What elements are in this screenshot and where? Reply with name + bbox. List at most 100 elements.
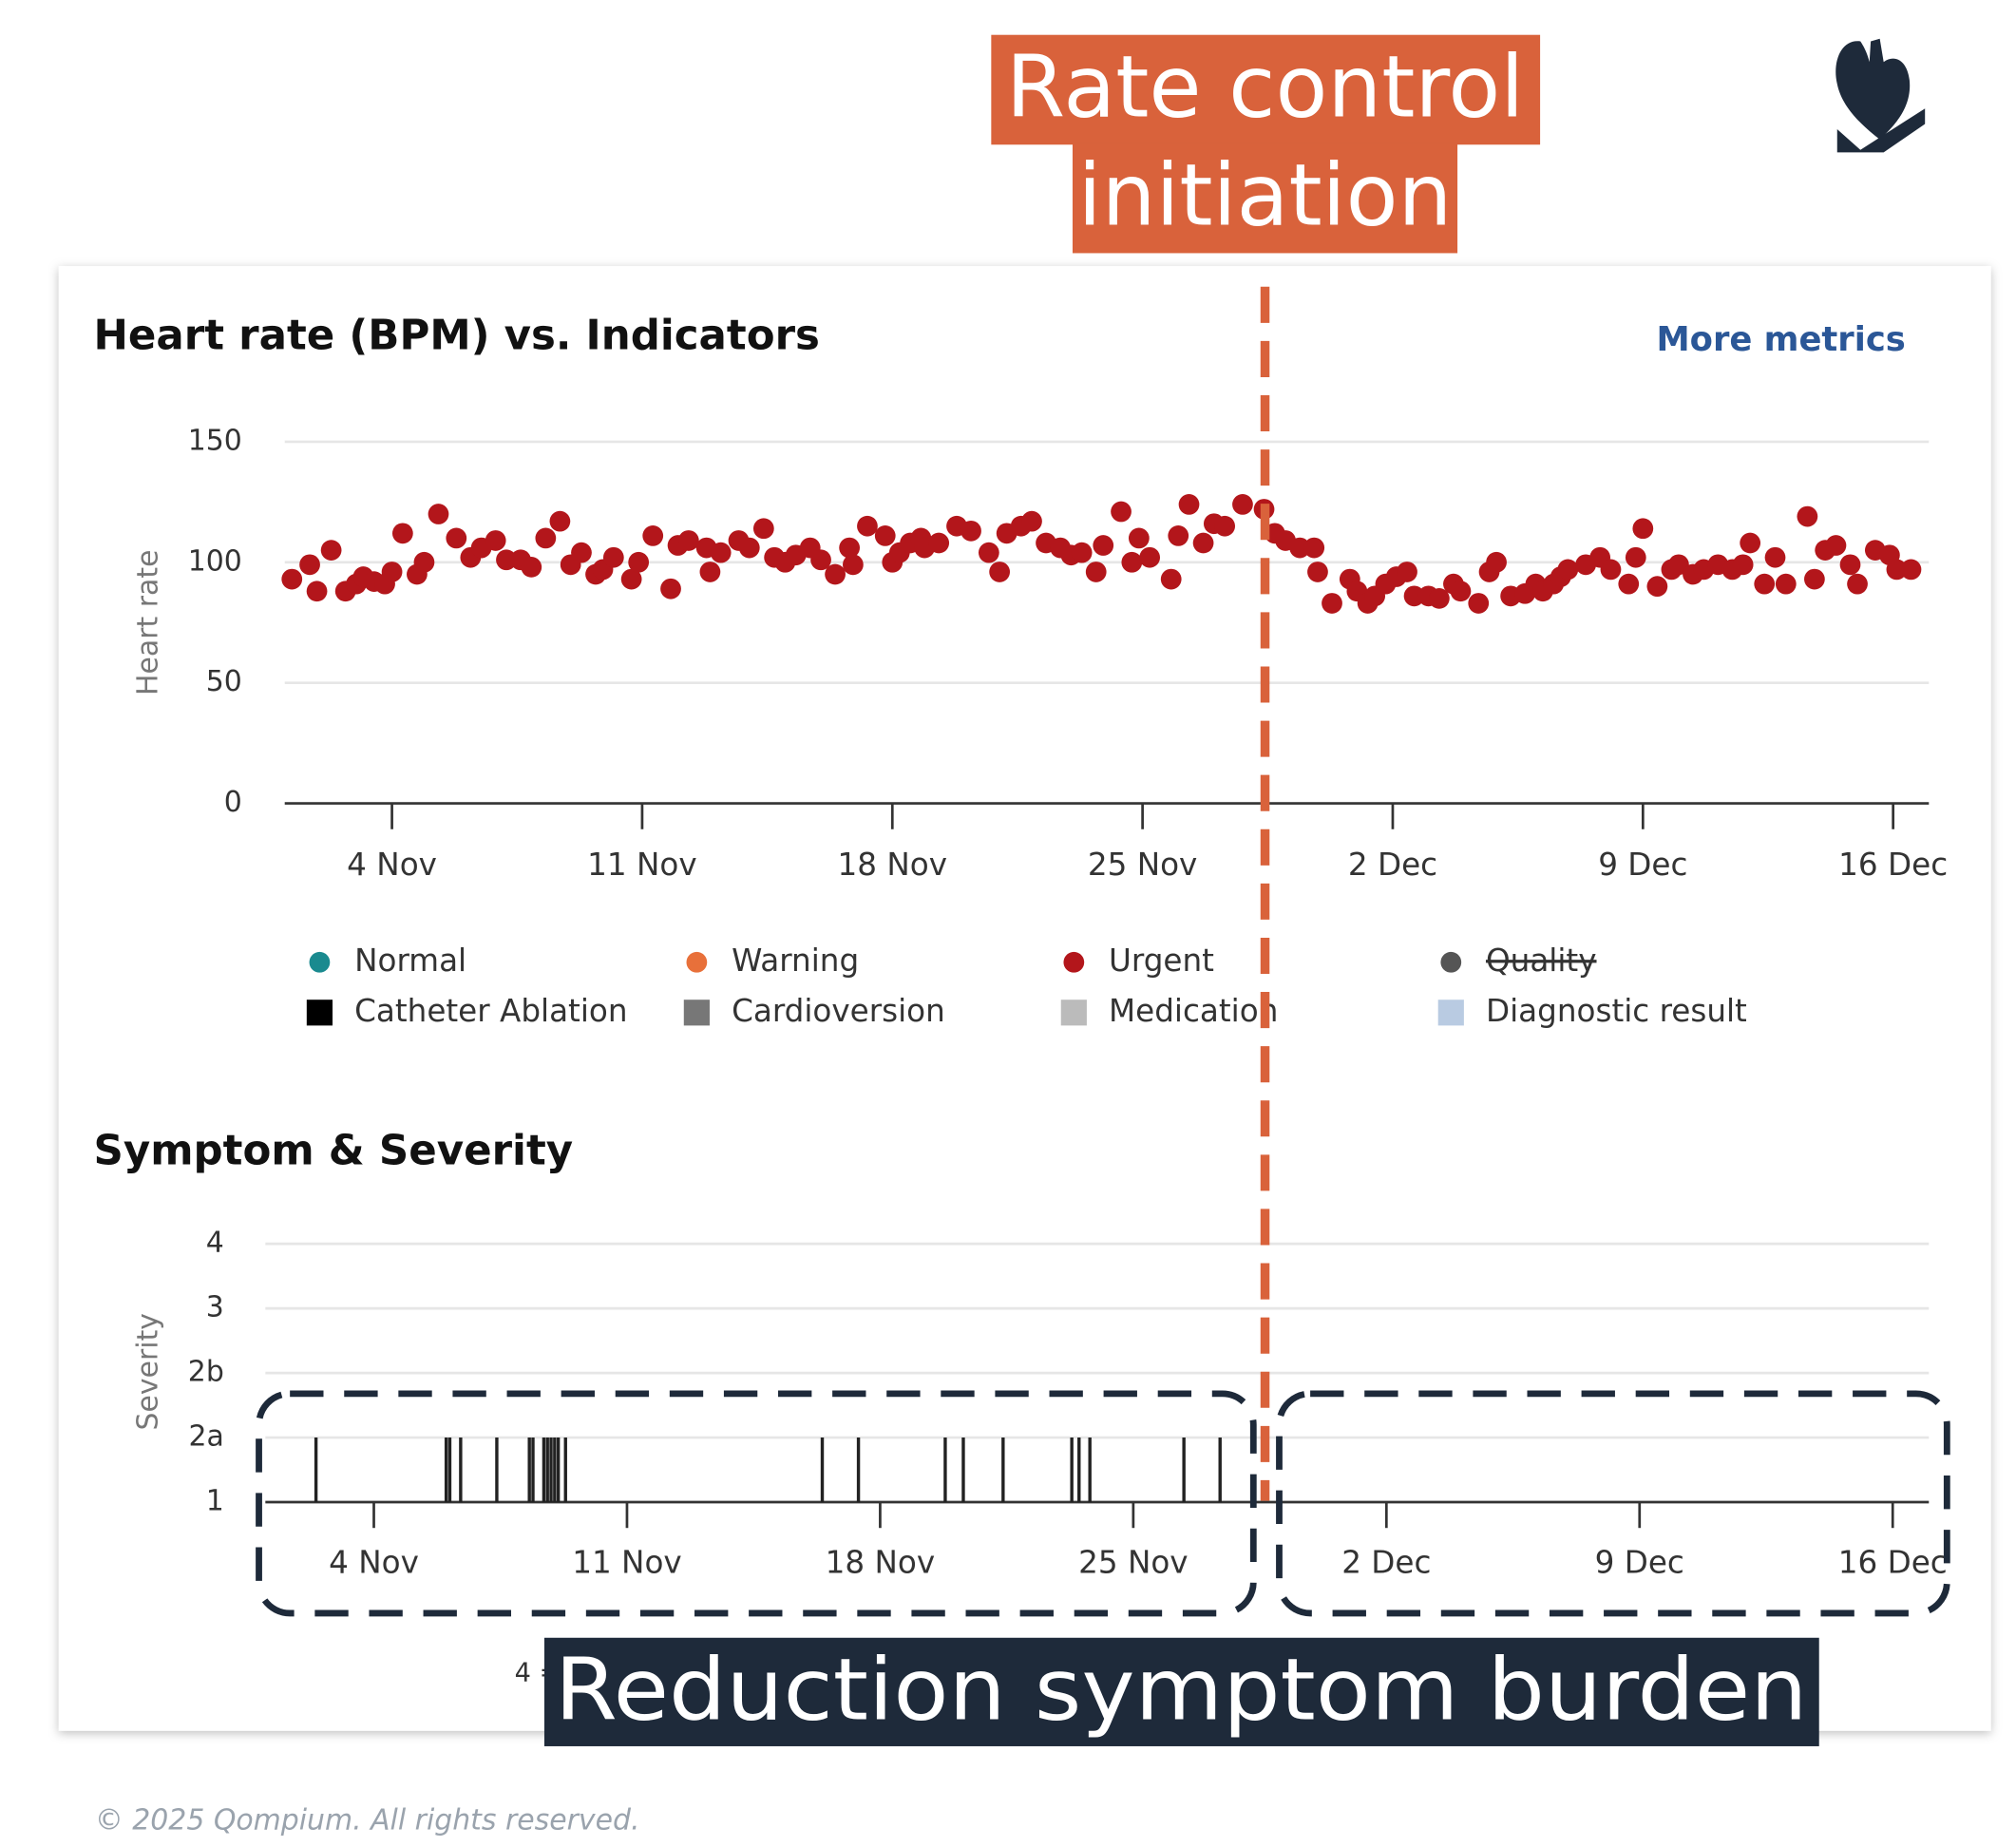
legend-marker — [1060, 1000, 1087, 1026]
data-point — [620, 568, 642, 590]
x-tick-label: 4 Nov — [329, 1544, 419, 1580]
x-tick-label: 25 Nov — [1078, 1544, 1189, 1580]
annotation-box — [1072, 143, 1458, 254]
annotations: Rate control initiation Reduction sympto… — [256, 34, 1950, 1746]
data-point — [1450, 581, 1472, 602]
data-point — [1886, 559, 1908, 581]
data-point — [1139, 546, 1161, 568]
data-point — [874, 525, 896, 546]
legend-label: Diagnostic result — [1486, 993, 1747, 1029]
legend-marker — [1440, 951, 1462, 973]
y-tick-label: 4 — [206, 1227, 224, 1260]
footer: © 2025 Qompium. All rights reserved. — [95, 1803, 640, 1837]
data-point — [571, 542, 592, 563]
data-point — [1754, 573, 1776, 595]
data-point — [928, 532, 950, 554]
data-point — [660, 578, 681, 600]
legend-label: Urgent — [1109, 943, 1214, 979]
chart-title: Heart rate (BPM) vs. Indicators — [94, 313, 820, 360]
data-point — [299, 554, 320, 576]
data-point — [521, 557, 542, 578]
data-point — [1085, 562, 1107, 582]
data-point — [1214, 515, 1236, 537]
data-point — [628, 551, 650, 573]
data-point — [549, 510, 571, 532]
legend-label: Quality — [1486, 943, 1597, 979]
y-tick-label: 150 — [188, 424, 242, 457]
data-point — [281, 568, 303, 590]
data-point — [1093, 535, 1114, 556]
annotation-box — [991, 34, 1541, 145]
data-point — [825, 563, 846, 585]
x-tick-label: 11 Nov — [587, 847, 697, 883]
data-point — [1303, 537, 1325, 559]
legend-marker — [686, 951, 708, 973]
data-point — [1111, 501, 1132, 523]
x-tick-label: 18 Nov — [838, 847, 948, 883]
data-point — [320, 540, 342, 561]
data-point — [1289, 537, 1311, 559]
data-point — [699, 562, 721, 582]
legend-marker — [1437, 1000, 1464, 1026]
x-tick-label: 9 Dec — [1598, 847, 1687, 883]
data-point — [1797, 505, 1818, 527]
data-point — [1732, 554, 1754, 576]
data-point — [496, 549, 517, 571]
data-point — [857, 515, 878, 537]
legend-marker — [683, 1000, 710, 1026]
annotation-box — [543, 1637, 1819, 1746]
x-tick-label: 18 Nov — [826, 1544, 936, 1580]
y-tick-label: 50 — [206, 665, 242, 698]
y-tick-label: 2a — [188, 1420, 223, 1454]
data-point — [738, 537, 760, 559]
data-point — [1632, 518, 1654, 540]
data-point — [306, 581, 328, 602]
x-tick-label: 16 Dec — [1838, 847, 1948, 883]
data-point — [391, 523, 413, 544]
data-point — [710, 542, 732, 563]
data-point — [1128, 527, 1150, 549]
data-point — [1403, 585, 1425, 607]
data-point — [960, 520, 981, 542]
annotation-text: Rate control — [1006, 38, 1524, 137]
data-point — [1740, 532, 1761, 554]
data-point — [1428, 587, 1450, 609]
legend-label: Cardioversion — [732, 993, 945, 1029]
y-tick-label: 1 — [206, 1485, 224, 1518]
legend-marker — [306, 1000, 333, 1026]
data-point — [1192, 532, 1214, 554]
data-point — [1021, 510, 1042, 532]
data-point — [535, 527, 557, 549]
data-point — [1775, 573, 1797, 595]
x-tick-label: 2 Dec — [1348, 847, 1437, 883]
y-axis-label: Severity — [131, 1313, 164, 1430]
data-point — [428, 504, 449, 524]
y-tick-label: 0 — [224, 786, 242, 819]
data-point — [1168, 525, 1189, 546]
data-point — [1307, 562, 1328, 582]
data-point — [1825, 535, 1847, 556]
x-tick-label: 16 Dec — [1838, 1544, 1948, 1580]
legend-label: Medication — [1109, 993, 1278, 1029]
data-point — [843, 554, 864, 576]
x-tick-label: 4 Nov — [347, 847, 437, 883]
x-tick-label: 2 Dec — [1341, 1544, 1431, 1580]
data-point — [1764, 546, 1786, 568]
y-axis-label: Heart rate — [131, 550, 164, 695]
chart-title: Symptom & Severity — [94, 1127, 574, 1174]
data-point — [446, 527, 467, 549]
data-point — [602, 546, 624, 568]
data-point — [642, 525, 664, 546]
annotation-text: Reduction symptom burden — [555, 1641, 1808, 1740]
data-point — [1071, 542, 1093, 563]
data-point — [381, 562, 403, 582]
data-point — [677, 530, 699, 551]
y-tick-label: 2b — [188, 1356, 224, 1389]
more-metrics-link[interactable]: More metrics — [1657, 320, 1906, 359]
data-point — [1618, 573, 1640, 595]
legend-label: Normal — [354, 943, 466, 979]
data-point — [752, 518, 774, 540]
heart-icon — [1835, 38, 1926, 153]
